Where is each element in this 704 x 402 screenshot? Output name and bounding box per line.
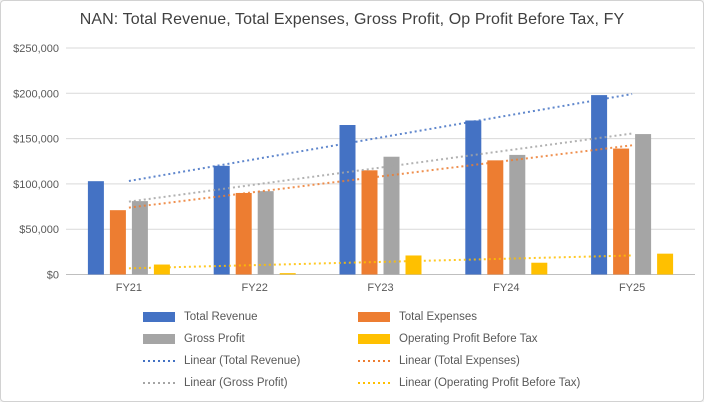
trendline-linear-operating-profit-before-tax[interactable]: [128, 254, 633, 270]
legend-swatch-linear-total-expenses: [358, 360, 390, 362]
x-axis-label-fy24: FY24: [493, 282, 519, 294]
bar-total-revenue-fy23[interactable]: [339, 125, 356, 275]
bar-total-revenue-fy22[interactable]: [213, 165, 230, 275]
bar-gross-profit-fy24[interactable]: [509, 154, 526, 275]
bar-total-expenses-fy24[interactable]: [487, 160, 504, 275]
bar-operating-profit-before-tax-fy24[interactable]: [531, 262, 548, 275]
legend-swatch-linear-operating-profit-before-tax: [358, 382, 390, 384]
y-axis-tick-label: $200,000: [13, 88, 59, 100]
trendline-linear-total-expenses[interactable]: [128, 144, 633, 209]
bar-operating-profit-before-tax-fy23[interactable]: [405, 255, 422, 275]
chart-title: NAN: Total Revenue, Total Expenses, Gros…: [79, 11, 625, 28]
bar-gross-profit-fy22[interactable]: [257, 191, 274, 275]
bar-operating-profit-before-tax-fy25[interactable]: [657, 253, 674, 275]
legend-item-operating-profit-before-tax[interactable]: Operating Profit Before Tax: [358, 332, 580, 346]
legend-item-total-expenses[interactable]: Total Expenses: [358, 310, 580, 324]
y-axis-tick-label: $100,000: [13, 179, 59, 191]
bar-operating-profit-before-tax-fy21[interactable]: [153, 264, 170, 275]
legend-item-linear-total-expenses[interactable]: Linear (Total Expenses): [358, 354, 580, 368]
legend-swatch-total-revenue: [143, 312, 175, 322]
legend-item-total-revenue[interactable]: Total Revenue: [143, 310, 358, 324]
legend-label: Linear (Gross Profit): [184, 377, 288, 389]
legend-label: Linear (Operating Profit Before Tax): [399, 377, 581, 389]
bar-total-revenue-fy25[interactable]: [591, 95, 608, 275]
bar-total-expenses-fy22[interactable]: [235, 192, 252, 275]
legend-swatch-gross-profit: [143, 334, 175, 344]
y-axis-tick-label: $250,000: [13, 43, 59, 55]
bar-gross-profit-fy25[interactable]: [635, 134, 652, 275]
bar-total-revenue-fy24[interactable]: [465, 120, 482, 275]
legend: Total Revenue Total Expenses Gross Profit O…: [143, 310, 580, 390]
trendline-linear-total-revenue[interactable]: [128, 93, 633, 182]
legend-label: Total Expenses: [399, 311, 477, 323]
legend-swatch-operating-profit-before-tax: [358, 334, 390, 344]
bar-operating-profit-before-tax-fy22[interactable]: [279, 273, 296, 275]
y-axis-tick-label: $50,000: [19, 224, 59, 236]
legend-label: Operating Profit Before Tax: [399, 333, 538, 345]
bar-total-expenses-fy25[interactable]: [613, 148, 630, 275]
bar-total-revenue-fy21[interactable]: [87, 181, 104, 275]
bar-total-expenses-fy23[interactable]: [361, 170, 378, 275]
bar-total-expenses-fy21[interactable]: [109, 210, 126, 275]
legend-label: Gross Profit: [184, 333, 245, 345]
x-axis-label-fy23: FY23: [367, 282, 393, 294]
x-axis-label-fy21: FY21: [116, 282, 142, 294]
legend-item-linear-total-revenue[interactable]: Linear (Total Revenue): [143, 354, 358, 368]
legend-label: Total Revenue: [184, 311, 258, 323]
legend-item-linear-gross-profit[interactable]: Linear (Gross Profit): [143, 376, 358, 390]
y-axis-tick-label: $150,000: [13, 134, 59, 146]
legend-label: Linear (Total Revenue): [184, 355, 301, 367]
legend-item-linear-operating-profit-before-tax[interactable]: Linear (Operating Profit Before Tax): [358, 376, 580, 390]
y-axis-tick-label: $0: [47, 270, 59, 282]
x-axis-label-fy22: FY22: [242, 282, 268, 294]
x-axis-label-fy25: FY25: [619, 282, 645, 294]
legend-label: Linear (Total Expenses): [399, 355, 520, 367]
bar-gross-profit-fy23[interactable]: [383, 156, 400, 275]
legend-item-gross-profit[interactable]: Gross Profit: [143, 332, 358, 346]
legend-swatch-total-expenses: [358, 312, 390, 322]
legend-swatch-linear-gross-profit: [143, 382, 175, 384]
bar-gross-profit-fy21[interactable]: [131, 201, 148, 275]
legend-swatch-linear-total-revenue: [143, 360, 175, 362]
